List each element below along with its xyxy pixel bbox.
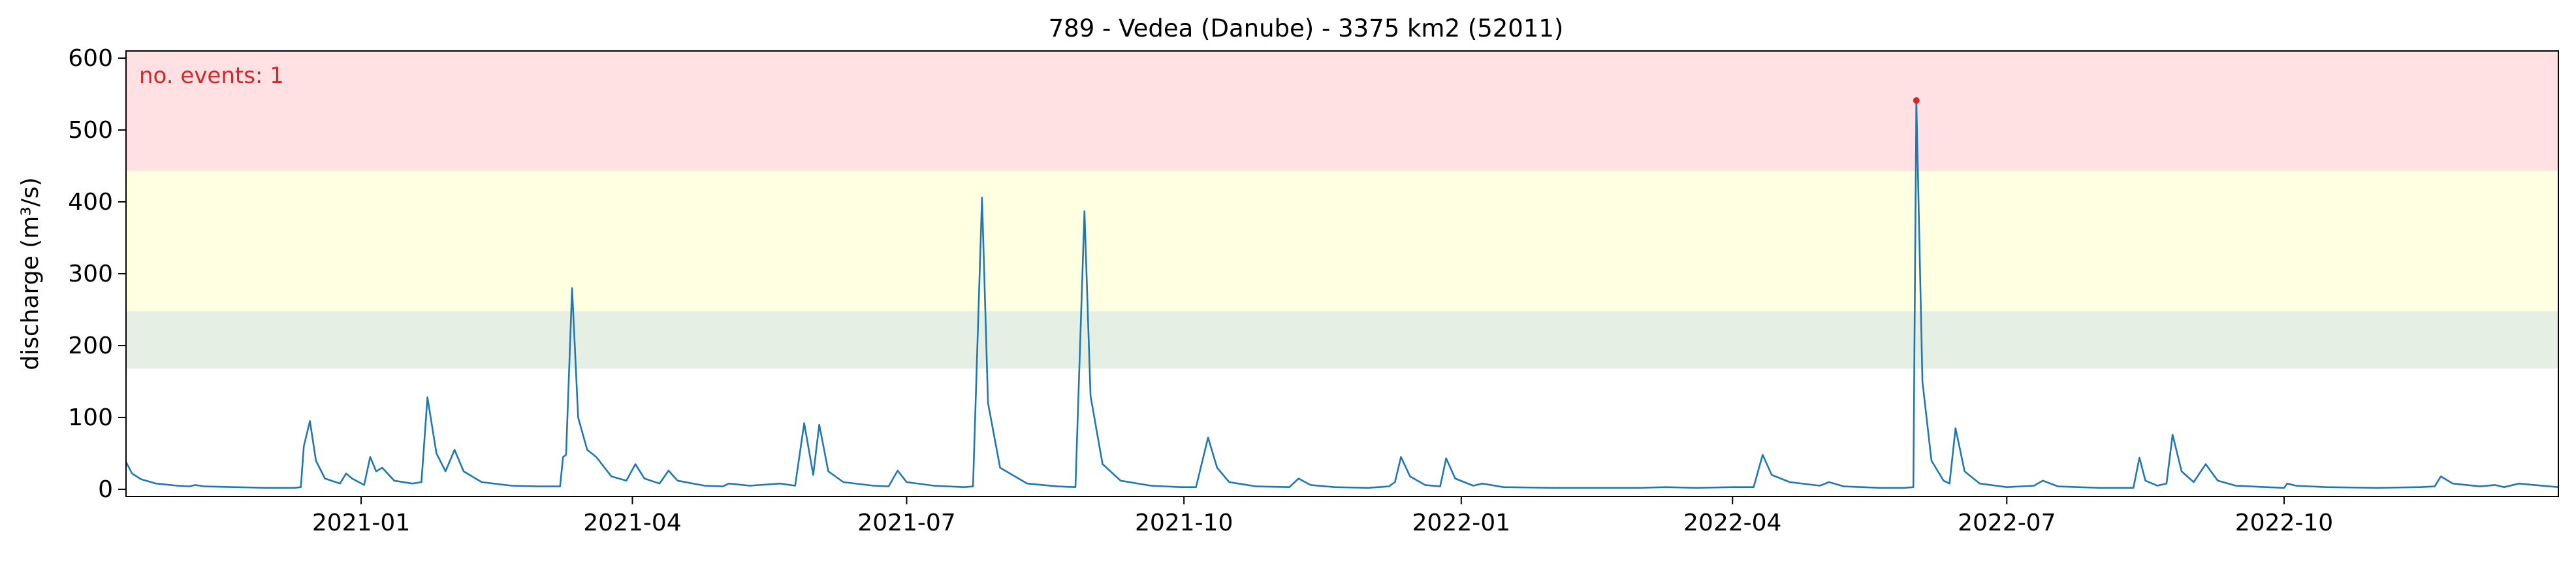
y-tick-label: 500 xyxy=(68,117,113,144)
x-tick-label: 2022-07 xyxy=(1958,510,2056,536)
x-tick-label: 2021-10 xyxy=(1135,510,1233,536)
x-tick-label: 2022-10 xyxy=(2235,510,2333,536)
x-tick-label: 2022-04 xyxy=(1683,510,1781,536)
x-tick-label: 2022-01 xyxy=(1412,510,1510,536)
y-tick-label: 600 xyxy=(68,45,113,72)
y-tick-label: 400 xyxy=(68,189,113,216)
x-tick-label: 2021-01 xyxy=(312,510,410,536)
chart-title: 789 - Vedea (Danube) - 3375 km2 (52011) xyxy=(1049,14,1564,42)
x-tick-label: 2021-04 xyxy=(583,510,681,536)
discharge-series-line xyxy=(125,99,2559,489)
threshold-band-1 xyxy=(126,311,2558,369)
y-tick-label: 200 xyxy=(68,333,113,359)
y-tick-label: 100 xyxy=(68,404,113,431)
y-tick-label: 300 xyxy=(68,261,113,287)
threshold-band-3 xyxy=(126,51,2558,171)
x-tick-label: 2021-07 xyxy=(857,510,955,536)
y-axis-label: discharge (m³/s) xyxy=(17,177,44,370)
threshold-band-2 xyxy=(126,171,2558,312)
events-annotation: no. events: 1 xyxy=(139,63,284,89)
y-tick-label: 0 xyxy=(98,476,113,503)
event-marker xyxy=(1913,97,1920,104)
